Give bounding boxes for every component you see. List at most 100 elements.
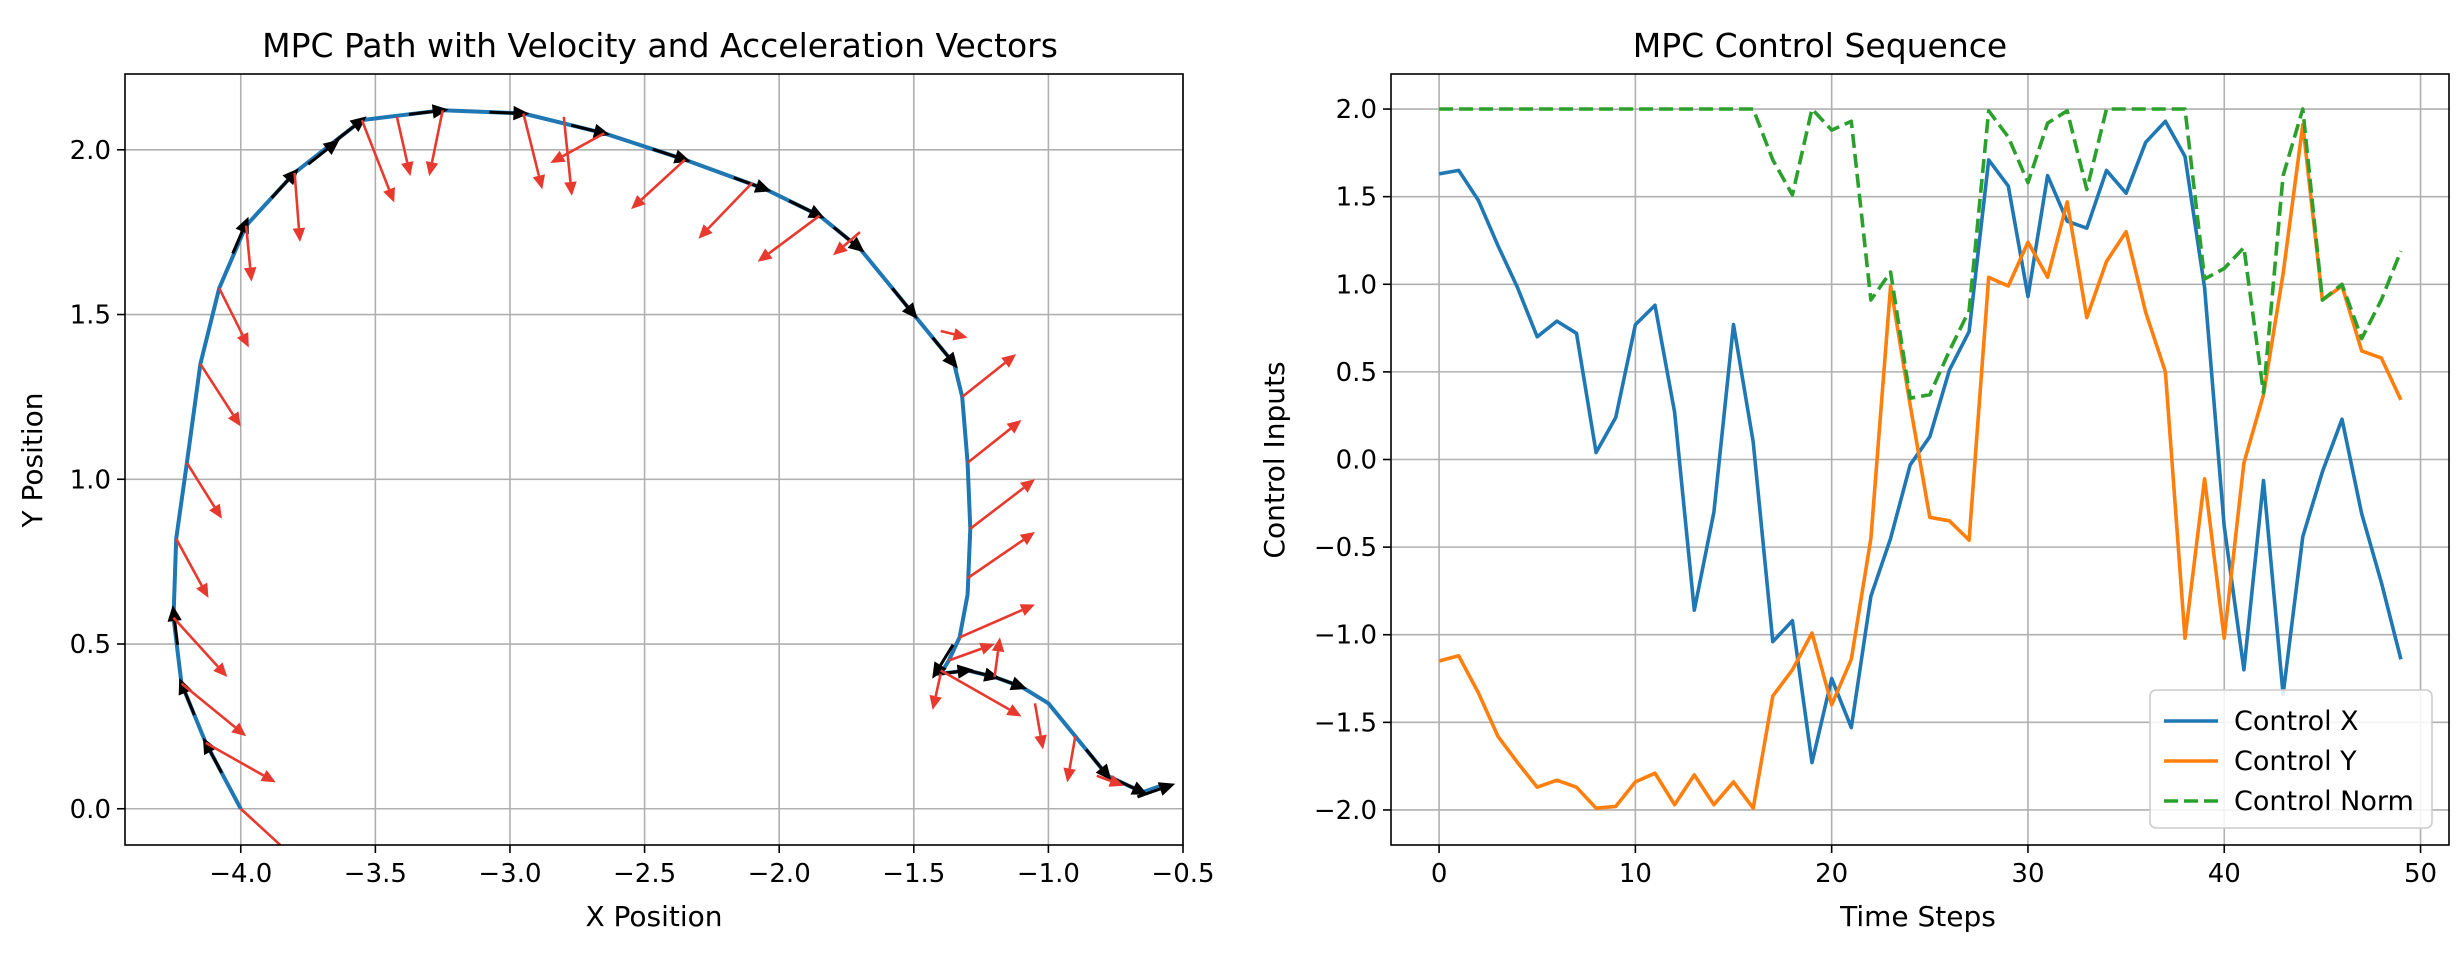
velocity-arrow-head [167,605,182,622]
velocity-arrow [1136,782,1176,799]
velocity-arrow [178,677,196,716]
acceleration-arrow-shaft [1096,774,1112,783]
velocity-arrow-head [942,351,958,369]
path-plot-x-tick-label: −3.0 [478,859,541,889]
trajectory-line [171,108,1163,810]
acceleration-arrow-head [564,181,577,196]
control-plot-panel: MPC Control Sequence 0 10 20 30 40 50 −2.0 −1.5… [1258,26,2450,933]
acceleration-arrow [395,116,414,177]
acceleration-arrow-shaft [239,807,283,845]
acceleration-arrow [966,419,1022,464]
velocity-arrow-shaft [1136,787,1161,799]
control-plot-y-tick-label: 1.5 [1336,183,1377,213]
velocity-arrow-head [673,149,691,164]
velocity-arrow-head [753,179,772,193]
velocity-arrow-shaft [307,148,329,166]
velocity-arrow [652,147,691,164]
acceleration-arrow-shaft [640,158,686,201]
acceleration-arrow-shaft [940,329,955,336]
acceleration-arrow-shaft [180,682,237,729]
acceleration-arrow [360,119,395,203]
acceleration-arrow [631,158,686,210]
acceleration-arrow-shaft [175,537,203,587]
path-plot-x-tick-label: −3.5 [344,859,407,889]
acceleration-arrow [833,231,861,256]
acceleration-arrow-shaft [959,608,1023,639]
acceleration-arrow-head [231,722,247,737]
acceleration-arrow-shaft [934,673,942,697]
velocity-arrow [931,336,958,369]
control-norm-line [1439,107,2403,401]
acceleration-arrow-shaft [218,287,244,336]
control-plot-y-label: Control Inputs [1258,361,1291,558]
acceleration-arrow [940,328,968,341]
velocity-arrow-head [847,236,865,253]
control-plot-y-tick-label: 0.5 [1336,358,1377,388]
velocity-arrow-shaft [891,287,909,308]
acceleration-arrow [961,354,1017,398]
acceleration-arrow [1033,703,1047,750]
acceleration-arrow-head [631,194,646,210]
acceleration-arrow-shaft [1068,736,1077,769]
acceleration-arrow-shaft [993,651,1000,678]
acceleration-arrow [185,462,222,519]
acceleration-arrow [1096,774,1124,787]
acceleration-arrow-head [260,770,276,783]
control-series-layer [1438,107,2403,811]
velocity-arrow [989,673,1028,691]
acceleration-arrow [562,116,577,196]
path-plot-x-tick-label: −0.5 [1151,859,1214,889]
path-plot-y-tick-label: 0.5 [70,630,111,660]
acceleration-arrow-head [991,637,1005,653]
acceleration-arrow [698,181,754,239]
control-plot-y-tick-label: −1.5 [1314,708,1377,738]
acceleration-arrow [425,109,444,177]
control-plot-title: MPC Control Sequence [1633,26,2007,65]
velocity-arrow-shaft [788,199,812,213]
velocity-arrow-head [1095,763,1112,781]
velocity-arrow-shaft [570,123,595,133]
path-plot-x-tick-label: −1.0 [1017,859,1080,889]
acceleration-arrow-head [401,161,414,177]
control-plot-y-tick-label: −2.0 [1314,796,1377,826]
acceleration-arrow-head [1019,604,1035,616]
velocity-arrow [570,123,611,138]
acceleration-arrow-head [1019,531,1035,546]
velocity-arrow-shaft [408,109,433,116]
acceleration-arrow [929,673,942,710]
control-plot-y-tick-label: −1.0 [1314,621,1377,651]
velocity-vector-layer [167,104,1176,799]
acceleration-arrow-head [292,227,306,243]
path-plot-x-tick-label: −2.0 [748,859,811,889]
control-plot-y-tick-label: 1.0 [1336,270,1377,300]
acceleration-arrow-shaft [185,462,216,508]
path-plot-title: MPC Path with Velocity and Acceleration … [262,26,1058,65]
velocity-arrow [891,287,918,320]
velocity-arrow-shaft [652,147,676,158]
velocity-arrow-head [513,105,530,121]
velocity-arrow [489,105,530,121]
velocity-arrow-shaft [231,230,244,255]
acceleration-arrow [757,214,821,262]
acceleration-arrow-shaft [360,119,391,190]
velocity-arrow-head [956,664,974,679]
acceleration-arrow [180,682,247,737]
legend-box [2149,689,2433,829]
velocity-arrow-shaft [931,336,950,358]
acceleration-arrow-head [196,582,209,598]
velocity-arrow [1084,748,1112,781]
acceleration-arrow-shaft [948,647,982,662]
acceleration-arrow [1063,736,1077,783]
acceleration-arrow-head [1108,774,1124,787]
acceleration-arrow-head [213,662,228,677]
path-plot-y-tick-label: 1.5 [70,301,111,331]
velocity-arrow-head [1130,781,1149,795]
acceleration-arrow-head [979,642,995,655]
acceleration-arrow-head [550,150,566,163]
velocity-arrow-head [592,123,611,138]
acceleration-arrow-head [1034,734,1047,750]
velocity-arrow-shaft [173,620,180,645]
path-plot-x-tick-label: −1.5 [882,859,945,889]
acceleration-arrow-shaft [768,214,821,255]
control-plot-x-label: Time Steps [1839,900,1996,933]
